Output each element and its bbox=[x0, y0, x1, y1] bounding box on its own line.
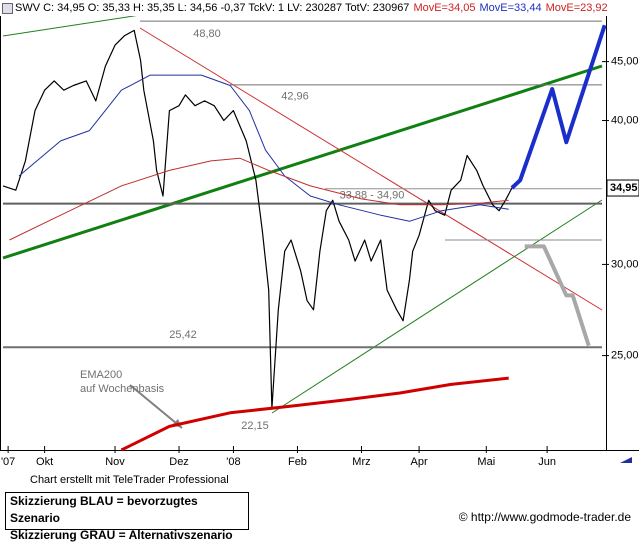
legend-box: Skizzierung BLAU = bevorzugtes Szenario … bbox=[5, 492, 249, 542]
x-tick-label: Mai bbox=[477, 456, 495, 468]
y-tick-label: 30,00 bbox=[611, 258, 639, 270]
header: SWV C: 34,95 O: 35,33 H: 35,35 L: 34,56 … bbox=[0, 0, 608, 16]
x-tick-label: Dez bbox=[169, 456, 189, 468]
scroll-icon[interactable] bbox=[620, 457, 632, 463]
x-tick-label: Jun bbox=[538, 456, 556, 468]
x-tick-label: Mrz bbox=[352, 456, 370, 468]
x-tick-label: '08 bbox=[226, 456, 240, 468]
level-label: 22,15 bbox=[241, 420, 269, 432]
site[interactable]: © http://www.godmode-trader.de bbox=[458, 510, 631, 524]
level-label: 42,96 bbox=[281, 91, 309, 103]
chart: EMA200 auf Wochenbasis 25,00 30,00 40,00 45… bbox=[0, 0, 639, 468]
annotation: auf Wochenbasis bbox=[80, 383, 165, 395]
level-label: 48,80 bbox=[193, 28, 221, 40]
y-tick-label: 40,00 bbox=[611, 114, 639, 126]
level-label: 33,88 - 34,90 bbox=[340, 190, 405, 202]
credit: Chart erstellt mit TeleTrader Profession… bbox=[30, 474, 229, 486]
annotation: EMA200 bbox=[80, 369, 122, 381]
y-tick-label: 45,00 bbox=[611, 56, 639, 68]
ema-label: MovE=23,92 bbox=[545, 2, 608, 14]
trend-line bbox=[139, 27, 603, 311]
price-line bbox=[9, 157, 509, 241]
price-line bbox=[120, 376, 509, 452]
last-price-label: 34,95 bbox=[610, 182, 638, 194]
icon bbox=[2, 2, 13, 14]
x-tick-label: '07 bbox=[1, 456, 15, 468]
site-url[interactable]: http://www.godmode-trader.de bbox=[470, 510, 631, 524]
quote: SWV C: 34,95 O: 35,33 H: 35,35 L: 34,56 … bbox=[15, 2, 410, 14]
legend-line: Skizzierung BLAU = bevorzugtes Szenario bbox=[10, 494, 198, 525]
price-line bbox=[524, 244, 591, 347]
trend-line bbox=[2, 14, 141, 37]
price-line bbox=[510, 24, 607, 190]
legend-line: Skizzierung GRAU = Alternativszenario bbox=[10, 528, 233, 542]
trend-line bbox=[271, 199, 603, 414]
x-tick-label: Apr bbox=[411, 456, 428, 468]
price-line bbox=[2, 29, 513, 409]
last-price-box bbox=[606, 179, 639, 197]
ema-label: MovE=34,05 bbox=[413, 2, 476, 14]
y-tick-label: 25,00 bbox=[611, 350, 639, 362]
price-line bbox=[18, 74, 509, 222]
x-tick-label: Feb bbox=[288, 456, 307, 468]
annotation-arrow bbox=[129, 384, 183, 429]
trend-line bbox=[2, 64, 603, 260]
level-label: 25,42 bbox=[169, 329, 197, 341]
ema-label: MovE=33,44 bbox=[479, 2, 542, 14]
x-tick-label: Nov bbox=[105, 456, 125, 468]
x-tick-label: Okt bbox=[36, 456, 53, 468]
